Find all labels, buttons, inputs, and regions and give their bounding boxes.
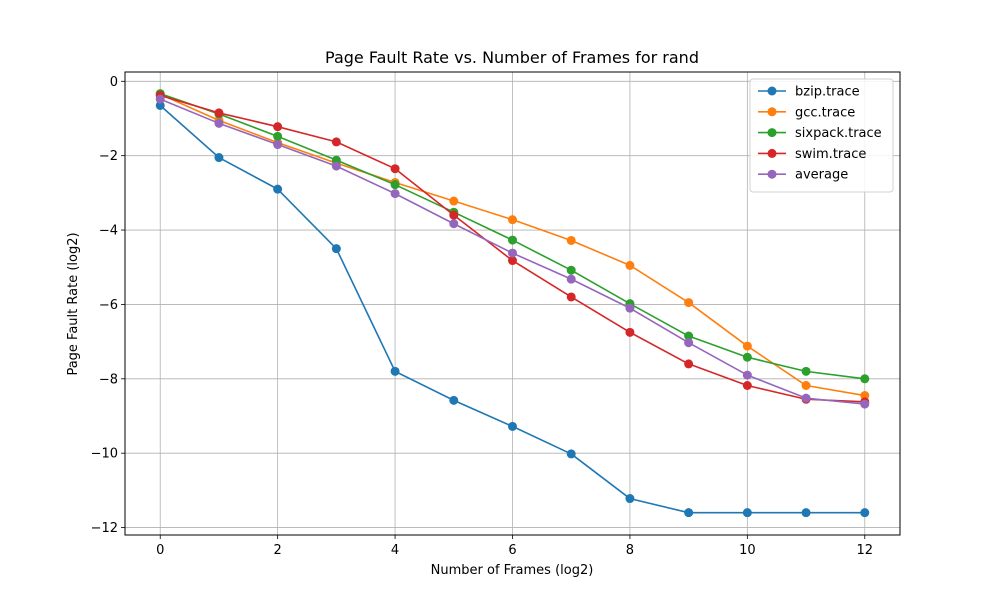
legend-entry: sixpack.trace <box>758 126 882 141</box>
x-tick-label: 4 <box>391 543 399 558</box>
data-point <box>273 184 283 194</box>
data-point <box>684 359 694 369</box>
legend-swatch-marker <box>767 128 777 138</box>
data-point <box>449 395 459 405</box>
data-point <box>390 189 400 199</box>
y-axis-label: Page Fault Rate (log2) <box>66 232 81 375</box>
y-tick-label: −8 <box>99 372 118 387</box>
data-point <box>742 352 752 362</box>
data-point <box>684 298 694 308</box>
data-point <box>331 137 341 147</box>
x-tick-label: 10 <box>739 543 756 558</box>
data-point <box>566 235 576 245</box>
data-point <box>684 508 694 518</box>
data-point <box>273 131 283 141</box>
data-point <box>331 161 341 171</box>
data-point <box>684 331 694 341</box>
data-point <box>331 244 341 254</box>
legend-label: bzip.trace <box>795 85 860 100</box>
series-bzip-trace <box>155 100 870 518</box>
data-point <box>508 421 517 431</box>
series-average <box>155 94 870 409</box>
legend-swatch-marker <box>767 107 777 117</box>
x-tick-label: 6 <box>508 543 516 558</box>
data-point <box>860 399 870 409</box>
series-layer <box>155 89 870 518</box>
data-point <box>742 508 752 518</box>
y-tick-label: −4 <box>99 224 118 239</box>
x-tick-label: 2 <box>274 543 282 558</box>
x-axis-label: Number of Frames (log2) <box>431 563 594 578</box>
data-point <box>860 391 870 401</box>
data-point <box>155 94 165 104</box>
data-point <box>214 153 224 163</box>
x-tick-label: 0 <box>156 543 164 558</box>
data-point <box>801 508 811 518</box>
data-point <box>742 370 752 380</box>
data-point <box>566 449 576 459</box>
legend-entry: gcc.trace <box>758 105 855 120</box>
chart-title: Page Fault Rate vs. Number of Frames for… <box>325 48 699 67</box>
legend-label: swim.trace <box>795 147 866 162</box>
data-point <box>508 256 517 266</box>
legend-label: average <box>795 168 848 183</box>
data-point <box>214 118 224 128</box>
legend-frame <box>749 78 894 193</box>
data-point <box>566 274 576 284</box>
x-tick-label: 12 <box>856 543 873 558</box>
legend-entry: bzip.trace <box>758 85 860 100</box>
data-point <box>390 164 400 174</box>
legend-entry: swim.trace <box>758 147 866 162</box>
data-point <box>742 381 752 391</box>
data-point <box>684 338 694 348</box>
y-tick-label: −6 <box>99 298 118 313</box>
data-point <box>273 122 283 132</box>
legend-label: sixpack.trace <box>795 126 882 141</box>
y-tick-label: −12 <box>91 521 118 536</box>
data-point <box>566 265 576 275</box>
data-point <box>625 327 635 337</box>
data-point <box>508 248 517 258</box>
grid <box>125 72 900 535</box>
legend-entry: average <box>758 168 848 183</box>
y-tick-label: 0 <box>110 75 118 90</box>
data-point <box>449 196 459 206</box>
data-point <box>449 210 459 220</box>
data-point <box>860 374 870 384</box>
y-tick-label: −2 <box>99 149 118 164</box>
data-point <box>625 260 635 270</box>
legend-label: gcc.trace <box>795 105 855 120</box>
data-point <box>390 180 400 190</box>
x-tick-label: 8 <box>626 543 634 558</box>
data-point <box>273 140 283 150</box>
legend-swatch-marker <box>767 169 777 179</box>
data-point <box>508 235 517 245</box>
data-point <box>860 508 870 518</box>
data-point <box>801 381 811 391</box>
y-tick-label: −10 <box>91 447 118 462</box>
legend-swatch-marker <box>767 86 777 96</box>
axis-ticks: 0 2 4 6 8 10 12 0 −2 −4 −6 −8 −10 −12 <box>91 75 873 558</box>
data-point <box>390 366 400 376</box>
data-point <box>625 494 635 504</box>
data-point <box>449 219 459 229</box>
data-point <box>801 393 811 403</box>
data-point <box>155 100 165 110</box>
legend-swatch-marker <box>767 148 777 158</box>
data-point <box>742 341 752 351</box>
data-point <box>566 292 576 302</box>
data-point <box>214 108 224 118</box>
data-point <box>801 366 811 376</box>
data-point <box>508 215 517 225</box>
data-point <box>625 303 635 313</box>
legend: bzip.trace gcc.trace sixpack.trace swim.tra… <box>749 78 894 193</box>
